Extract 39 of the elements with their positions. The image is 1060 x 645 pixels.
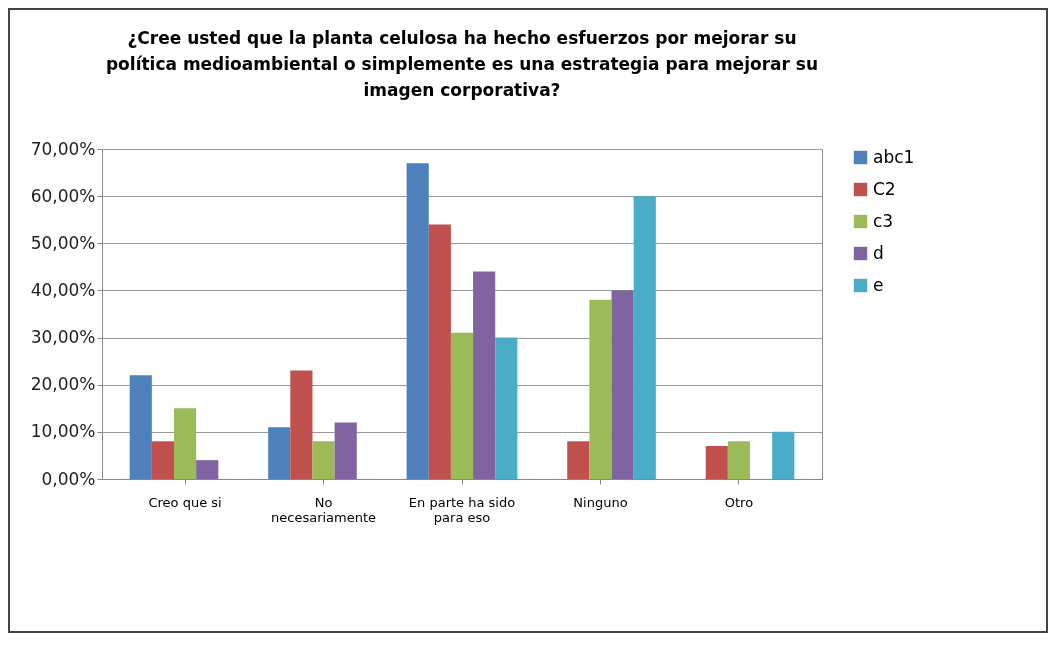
bar xyxy=(151,441,174,479)
bar xyxy=(406,163,429,479)
bar xyxy=(290,370,313,479)
bar xyxy=(772,431,795,479)
bar xyxy=(268,427,291,479)
bar xyxy=(334,422,357,479)
bar xyxy=(428,224,451,479)
y-tick-label: 60,00% xyxy=(30,185,96,206)
legend-label: e xyxy=(873,274,884,295)
y-tick-label: 0,00% xyxy=(41,468,96,489)
legend-label: C2 xyxy=(873,178,896,199)
bar xyxy=(633,196,656,479)
bar xyxy=(450,332,474,479)
x-tick-label: Creo que si xyxy=(148,494,222,510)
bar xyxy=(589,299,612,479)
bar xyxy=(611,290,634,479)
bar xyxy=(174,408,197,479)
y-tick-label: 50,00% xyxy=(30,232,96,253)
y-tick-label: 70,00% xyxy=(30,138,96,159)
x-tick-label: En parte ha sido para eso xyxy=(408,494,516,525)
bar xyxy=(727,441,750,479)
y-tick-label: 20,00% xyxy=(30,374,96,395)
x-tick-label: Ninguno xyxy=(573,494,628,510)
bar xyxy=(196,460,219,479)
y-tick-label: 40,00% xyxy=(30,279,96,300)
legend-label: c3 xyxy=(873,210,894,231)
x-tick-label: No necesariamente xyxy=(271,494,377,525)
chart-title: ¿Cree usted que la planta celulosa ha hecho esfuerzos por mejorar su política medioambiental o simplemente es una estrategia para mejorar su imagen corporativa? xyxy=(105,28,819,100)
legend-label: d xyxy=(873,242,884,263)
bar xyxy=(473,271,496,479)
bar xyxy=(129,375,152,479)
bar xyxy=(567,441,590,479)
legend-label: abc1 xyxy=(873,146,915,167)
y-tick-label: 10,00% xyxy=(30,421,96,442)
bar xyxy=(705,446,728,479)
bar xyxy=(312,441,335,479)
x-tick-label: Otro xyxy=(724,494,754,510)
bar xyxy=(495,337,518,479)
y-tick-label: 30,00% xyxy=(30,327,96,348)
